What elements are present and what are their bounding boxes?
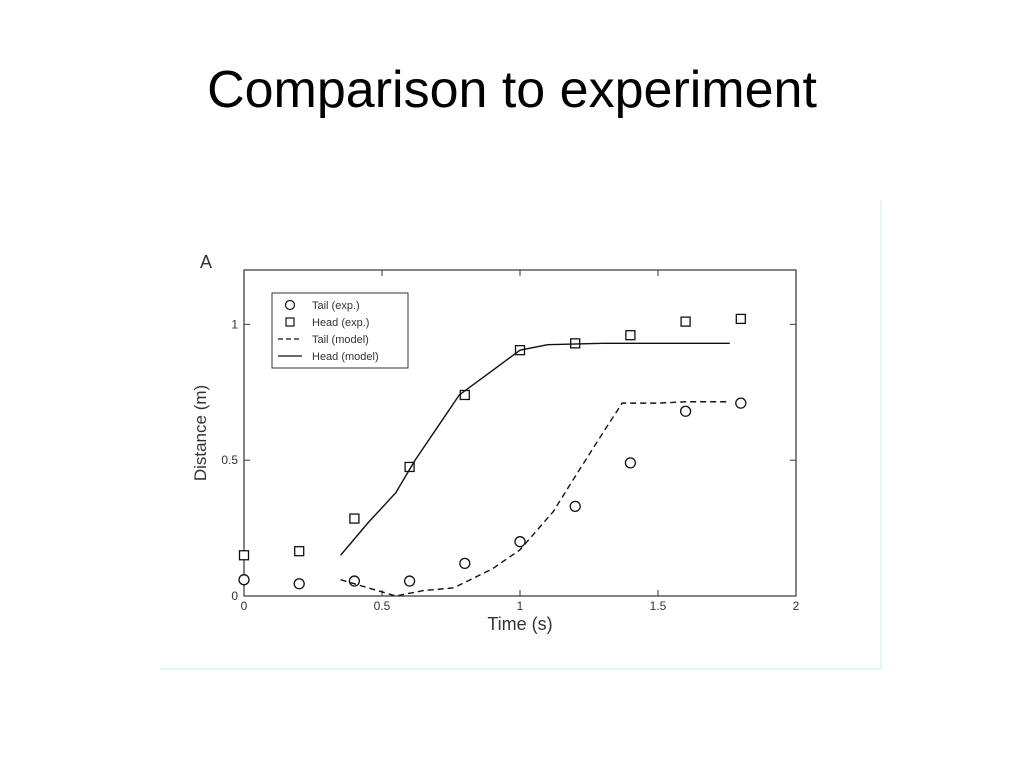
head-exp-point [294, 546, 305, 557]
tail-exp-point [679, 405, 692, 417]
x-tick-label: 1.5 [650, 599, 667, 613]
tail-exp-point [459, 557, 471, 570]
head-exp-point [459, 389, 470, 401]
x-tick-label: 0.5 [374, 599, 391, 613]
head-exp-point [680, 316, 691, 327]
tail-exp-point [293, 578, 305, 590]
slide-title: Comparison to experiment [207, 61, 817, 119]
panel-label: A [200, 252, 212, 272]
head-exp-point [349, 513, 360, 524]
chart-svg: A 0 0.5 1 1.5 2 00.51 Time (s) Distance (m) … [191, 252, 800, 634]
y-axis-label: Distance (m) [191, 385, 210, 481]
x-axis-label: Time (s) [487, 614, 552, 634]
legend-label: Head (exp.) [312, 317, 369, 329]
head-exp-point [404, 461, 415, 473]
legend-square-icon [285, 317, 295, 327]
legend-label: Tail (model) [312, 334, 369, 346]
y-axis: 00.51 [221, 317, 796, 603]
figure-frame: A 0 0.5 1 1.5 2 0 0.5 1 Time (s) Distance (m) … [160, 200, 882, 670]
x-tick-label: 2 [793, 599, 800, 613]
head-exp-point [625, 330, 636, 341]
x-tick-label: 0 [241, 599, 248, 613]
tail-exp-point [735, 397, 747, 409]
tail-exp-point [238, 574, 250, 586]
legend-label: Head (model) [312, 351, 379, 363]
legend: Tail (exp.) Head (exp.) Tail (model) Head (… [271, 292, 409, 369]
legend-label: Tail (exp.) [312, 300, 360, 312]
tail-exp-point [624, 457, 637, 469]
tail-exp-point [514, 536, 526, 548]
head-exp-point [735, 313, 746, 325]
tail-exp-point [403, 575, 416, 587]
head-model-line [340, 342, 730, 556]
tail-exp-point [348, 575, 361, 587]
x-axis: 0 0.5 1 1.5 2 [241, 270, 800, 613]
y-tick-label: 1 [231, 317, 238, 331]
x-tick-label: 1 [517, 599, 524, 613]
tail-model-line [340, 401, 730, 597]
y-tick-label: 0 [231, 589, 238, 603]
tail-exp-point [569, 500, 581, 513]
legend-circle-icon [284, 299, 296, 311]
series-layer [238, 313, 747, 597]
head-exp-point [238, 550, 250, 561]
y-tick-label: 0.5 [221, 453, 238, 467]
